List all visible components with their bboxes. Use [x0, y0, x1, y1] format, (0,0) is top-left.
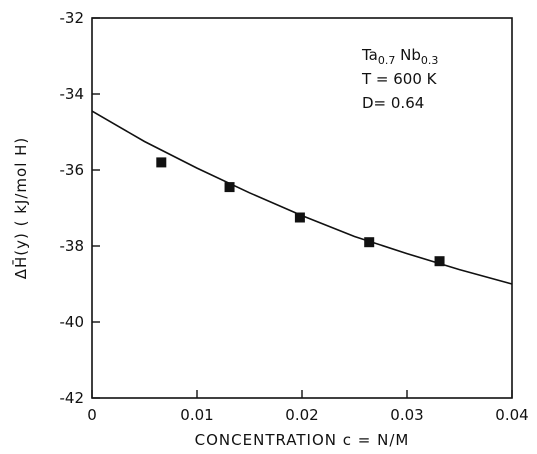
y-tick-label: -32 — [60, 9, 85, 27]
x-tick-label: 0.02 — [285, 406, 318, 424]
annotation-d: D= 0.64 — [362, 94, 424, 112]
tick-labels: 0 0.01 0.02 0.03 0.04 -32 -34 -36 -38 -40 -42 — [60, 9, 529, 424]
y-tick-label: -36 — [60, 161, 85, 179]
data-point — [294, 212, 305, 223]
x-tick-label: 0.04 — [495, 406, 528, 424]
plot-frame — [91, 17, 513, 399]
data-point — [364, 237, 375, 248]
ticks — [91, 17, 513, 399]
y-tick-label: -34 — [60, 85, 85, 103]
x-tick-label: 0 — [87, 406, 97, 424]
data-point — [224, 182, 235, 193]
data-points — [156, 157, 445, 267]
y-axis-title: ΔH̄(y) ( kJ/mol H) — [11, 137, 30, 280]
annotation-temperature: T = 600 K — [361, 70, 438, 88]
y-tick-label: -42 — [60, 389, 85, 407]
fit-line — [91, 110, 513, 285]
data-point — [434, 256, 445, 267]
x-axis-title: CONCENTRATION c = N/M — [195, 431, 410, 449]
y-tick-label: -40 — [60, 313, 85, 331]
x-tick-label: 0.03 — [390, 406, 423, 424]
x-tick-label: 0.01 — [180, 406, 213, 424]
data-point — [156, 157, 167, 168]
annotation-alloy: Ta0.7 Nb0.3 — [361, 46, 438, 67]
y-tick-label: -38 — [60, 237, 85, 255]
